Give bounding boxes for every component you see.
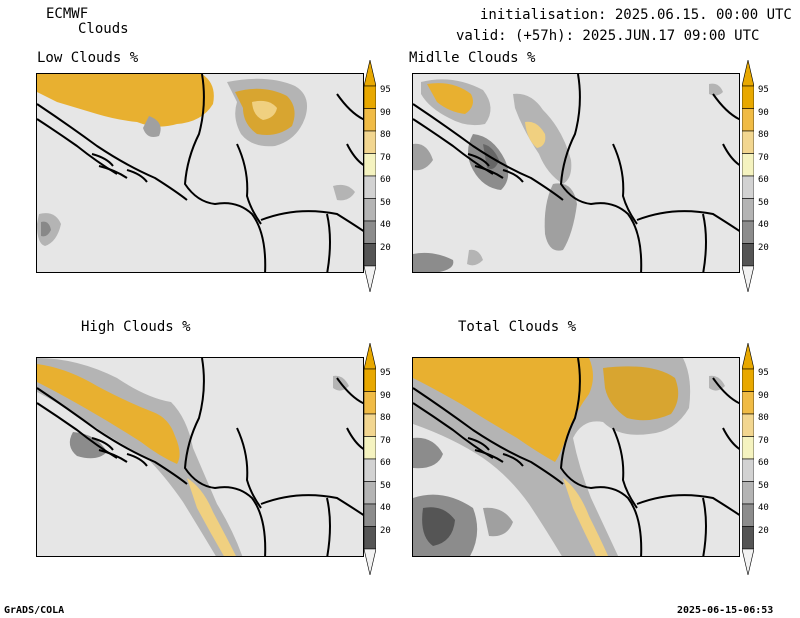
- colorbar-level-label: 95: [758, 85, 769, 95]
- colorbar-level-label: 60: [380, 458, 391, 468]
- colorbar-level-label: 40: [758, 220, 769, 230]
- colorbar-low: 95 90 80 70 60 50 40 20: [364, 60, 391, 292]
- colorbar-box: [742, 153, 754, 177]
- colorbar-box: [742, 85, 754, 109]
- colorbar-level-label: 50: [380, 197, 391, 208]
- colorbar-box: [364, 436, 376, 460]
- colorbar-level-label: 90: [380, 107, 391, 118]
- initialisation-time: initialisation: 2025.06.15. 00:00 UTC: [480, 7, 792, 23]
- colorbar-arrow-top: [742, 60, 754, 87]
- colorbar-box: [742, 130, 754, 154]
- software-credit: GrADS/COLA: [4, 605, 65, 616]
- model-name: ECMWF: [46, 6, 89, 22]
- colorbar-box: [364, 391, 376, 415]
- colorbar-box: [742, 175, 754, 199]
- map-panel-high: [36, 357, 364, 557]
- panel-title-high: High Clouds %: [81, 319, 191, 335]
- colorbar-level-label: 20: [758, 242, 769, 253]
- panel-title-total: Total Clouds %: [458, 319, 577, 335]
- colorbar-box: [742, 458, 754, 482]
- colorbar-level-label: 90: [758, 107, 769, 118]
- colorbar-arrow-bottom: [364, 548, 376, 575]
- panel-title-low: Low Clouds %: [37, 50, 139, 66]
- colorbar-box: [742, 526, 754, 550]
- colorbar-level-label: 50: [758, 197, 769, 208]
- colorbar-level-label: 60: [758, 175, 769, 185]
- colorbar-box: [364, 458, 376, 482]
- panel-title-middle: Midlle Clouds %: [409, 50, 536, 66]
- valid-time: valid: (+57h): 2025.JUN.17 09:00 UTC: [456, 28, 760, 44]
- colorbar-box: [742, 481, 754, 505]
- colorbar-box: [742, 368, 754, 392]
- colorbar-level-label: 70: [380, 435, 391, 446]
- colorbar-box: [742, 243, 754, 267]
- colorbar-level-label: 40: [380, 503, 391, 513]
- colorbar-box: [364, 175, 376, 199]
- colorbar-level-label: 80: [380, 413, 391, 423]
- colorbar-arrow-top: [742, 343, 754, 370]
- colorbar-box: [742, 108, 754, 132]
- colorbar-box: [364, 153, 376, 177]
- colorbar-arrow-top: [364, 60, 376, 87]
- map-panel-total: [412, 357, 740, 557]
- colorbar-box: [742, 391, 754, 415]
- colorbar-arrow-bottom: [364, 265, 376, 292]
- colorbar-level-label: 70: [758, 435, 769, 446]
- colorbar-level-label: 50: [380, 480, 391, 491]
- colorbar-high: 95 90 80 70 60 50 40 20: [364, 343, 391, 575]
- colorbar-level-label: 20: [380, 242, 391, 253]
- colorbar-level-label: 90: [380, 390, 391, 401]
- colorbar-level-label: 70: [758, 152, 769, 163]
- colorbar-box: [364, 85, 376, 109]
- colorbar-level-label: 95: [380, 85, 391, 95]
- colorbar-box: [742, 413, 754, 437]
- colorbar-middle: 95 90 80 70 60 50 40 20: [742, 60, 769, 292]
- colorbar-level-label: 80: [380, 130, 391, 140]
- colorbar-box: [364, 413, 376, 437]
- colorbar-box: [742, 436, 754, 460]
- colorbar-box: [364, 198, 376, 222]
- colorbar-level-label: 80: [758, 413, 769, 423]
- colorbar-level-label: 60: [758, 458, 769, 468]
- colorbar-box: [364, 503, 376, 527]
- generation-timestamp: 2025-06-15-06:53: [677, 605, 774, 616]
- colorbar-level-label: 80: [758, 130, 769, 140]
- colorbar-arrow-top: [364, 343, 376, 370]
- colorbar-box: [364, 108, 376, 132]
- colorbar-level-label: 60: [380, 175, 391, 185]
- colorbar-box: [364, 526, 376, 550]
- colorbar-level-label: 50: [758, 480, 769, 491]
- colorbar-level-label: 20: [758, 525, 769, 536]
- colorbar-level-label: 90: [758, 390, 769, 401]
- colorbar-box: [742, 503, 754, 527]
- map-panel-low: [36, 73, 364, 273]
- map-panel-middle: [412, 73, 740, 273]
- colorbar-arrow-bottom: [742, 548, 754, 575]
- colorbar-box: [364, 243, 376, 267]
- colorbar-box: [364, 220, 376, 244]
- colorbar-level-label: 20: [380, 525, 391, 536]
- colorbar-box: [742, 220, 754, 244]
- colorbar-level-label: 40: [758, 503, 769, 513]
- colorbar-level-label: 95: [758, 368, 769, 378]
- colorbar-level-label: 40: [380, 220, 391, 230]
- colorbar-box: [364, 368, 376, 392]
- colorbar-level-label: 95: [380, 368, 391, 378]
- colorbar-box: [364, 130, 376, 154]
- colorbar-arrow-bottom: [742, 265, 754, 292]
- colorbar-total: 95 90 80 70 60 50 40 20: [742, 343, 769, 575]
- product-name: Clouds: [78, 21, 129, 37]
- colorbar-box: [742, 198, 754, 222]
- colorbar-box: [364, 481, 376, 505]
- colorbar-level-label: 70: [380, 152, 391, 163]
